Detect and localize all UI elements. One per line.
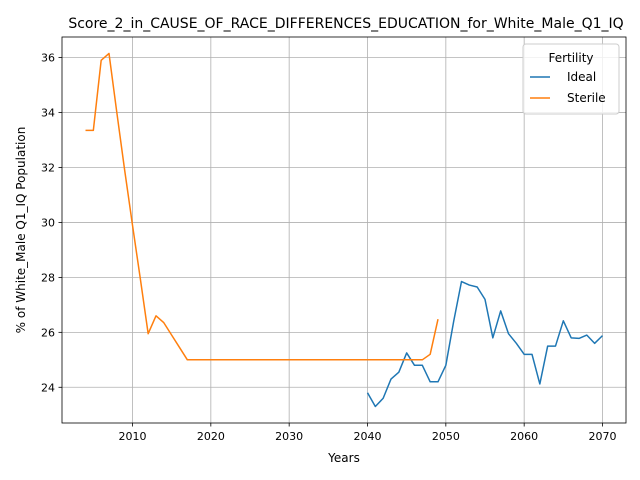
x-tick-label: 2040	[354, 430, 382, 443]
x-tick-label: 2050	[432, 430, 460, 443]
y-axis-label: % of White_Male Q1_IQ Population	[14, 127, 28, 334]
x-axis-label: Years	[327, 451, 360, 465]
legend-box	[522, 43, 620, 115]
x-tick-label: 2030	[275, 430, 303, 443]
x-tick-label: 2060	[510, 430, 538, 443]
gridlines	[62, 37, 626, 423]
series-line-sterile	[85, 52, 439, 361]
axis-ticks: 2010 2020 2030 2040 2050 2060 2070 24 26 28 30 32 34…	[41, 52, 617, 443]
legend-title: Fertility	[548, 51, 593, 65]
y-tick-label: 32	[41, 161, 55, 174]
series-line-ideal	[366, 280, 604, 408]
y-tick-label: 24	[41, 381, 55, 394]
y-tick-label: 26	[41, 326, 55, 339]
chart-title: Score_2_in_CAUSE_OF_RACE_DIFFERENCES_EDU…	[68, 16, 623, 32]
x-tick-label: 2010	[119, 430, 147, 443]
legend: Fertility Ideal Sterile	[522, 43, 620, 115]
y-tick-label: 30	[41, 216, 55, 229]
legend-label-ideal: Ideal	[567, 70, 596, 84]
y-tick-label: 36	[41, 52, 55, 65]
x-tick-label: 2020	[197, 430, 225, 443]
y-tick-label: 28	[41, 271, 55, 284]
x-tick-label: 2070	[589, 430, 617, 443]
plot-area-frame	[61, 36, 627, 424]
series-lines	[85, 52, 604, 408]
y-tick-label: 34	[41, 107, 55, 120]
legend-label-sterile: Sterile	[567, 91, 606, 105]
